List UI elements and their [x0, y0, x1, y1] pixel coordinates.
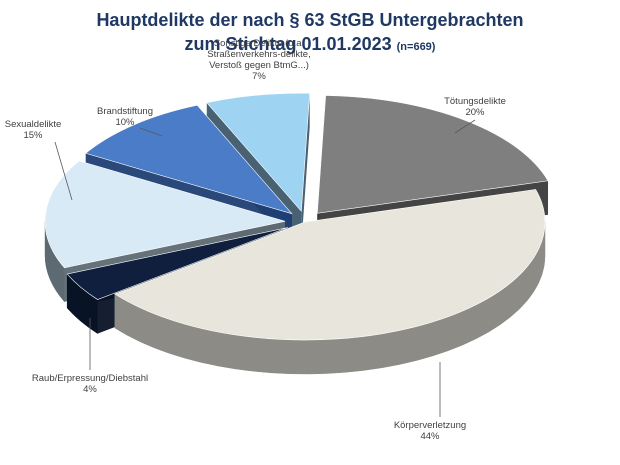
slice-label-3: Sexualdelikte: [5, 119, 62, 130]
pie-tops: [44, 92, 549, 341]
slice-value-label-3: 15%: [23, 130, 43, 141]
pie-slice-4: [85, 104, 293, 215]
chart-title-line2: zum Stichtag 01.01.2023 (n=669): [0, 32, 620, 59]
slice-label-5-line0: Sonstige Delikte (u.a.: [214, 38, 304, 49]
slice-value-label-4: 10%: [115, 117, 135, 128]
pie-slice-wall-5-1: [301, 93, 310, 246]
slice-label-1: Körperverletzung: [394, 420, 466, 431]
slice-value-label-5: 7%: [252, 71, 266, 82]
leader-line-4: [139, 127, 163, 137]
chart-title: Hauptdelikte der nach § 63 StGB Untergeb…: [0, 8, 620, 59]
chart-subtitle: zum Stichtag 01.01.2023: [184, 34, 392, 54]
pie-slice-1: [114, 189, 546, 341]
leader-line-3: [54, 141, 73, 201]
slice-label-0: Tötungsdelikte: [444, 96, 506, 107]
slice-label-5-line1: Straßenverkehrs-delikte,: [207, 49, 310, 60]
pie-slice-2: [66, 227, 288, 300]
slice-value-label-1: 44%: [420, 431, 440, 442]
pie-slice-0: [316, 95, 549, 214]
pie-slice-3: [44, 160, 286, 269]
slice-label-5-line2: Verstoß gegen BtmG...): [209, 60, 309, 71]
slice-value-label-2: 4%: [83, 384, 97, 395]
slice-value-label-0: 20%: [465, 107, 485, 118]
pie-slice-5: [206, 92, 311, 212]
leader-line-0: [454, 119, 476, 134]
chart-title-line1: Hauptdelikte der nach § 63 StGB Untergeb…: [96, 10, 524, 30]
slice-label-4: Brandstiftung: [97, 106, 153, 117]
slice-label-2: Raub/Erpressung/Diebstahl: [32, 373, 148, 384]
sample-size-label: (n=669): [396, 41, 436, 53]
